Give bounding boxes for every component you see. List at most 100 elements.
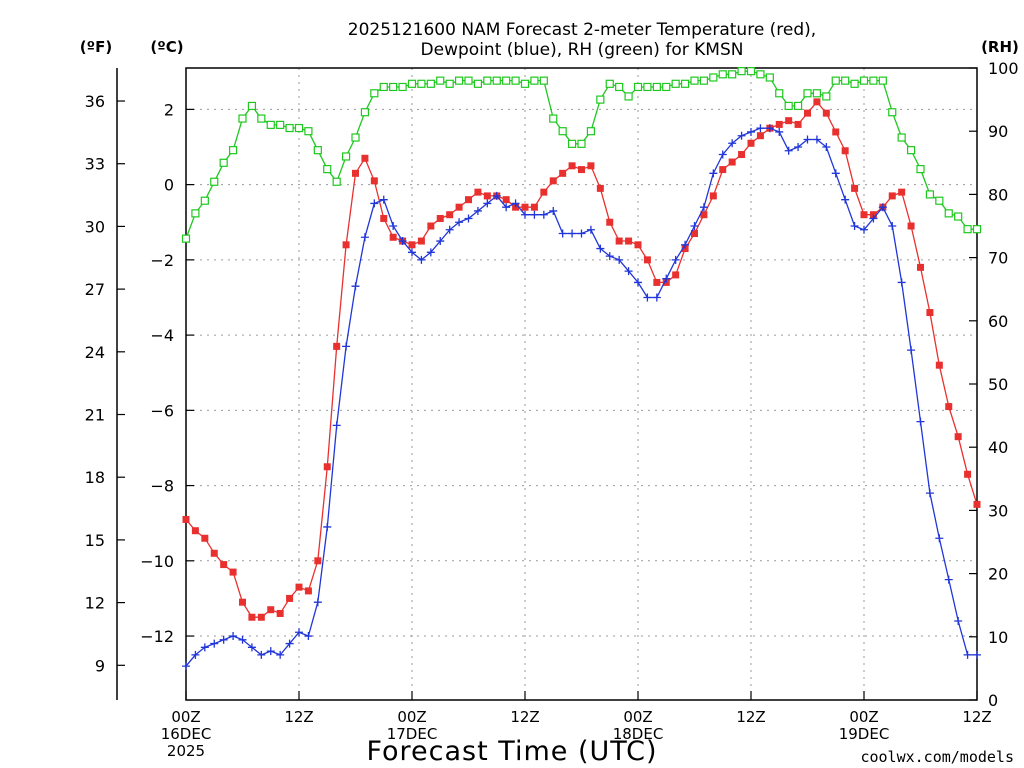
- dewpoint-point: [747, 127, 755, 136]
- temperature-point: [229, 568, 237, 576]
- rh-point: [379, 82, 388, 92]
- temperature-point: [964, 470, 972, 478]
- dewpoint-point: [502, 203, 511, 212]
- rh-point: [294, 123, 304, 133]
- rh-point: [709, 73, 718, 82]
- temperature-point: [276, 609, 284, 617]
- rh-point: [530, 76, 539, 85]
- fahrenheit-tick-label: 24: [85, 343, 105, 362]
- time-tick-label: 00Z: [397, 708, 426, 726]
- dewpoint-point: [916, 417, 925, 426]
- temperature-point: [267, 606, 275, 614]
- temperature-point: [361, 154, 369, 162]
- temperature-point: [427, 222, 435, 230]
- dewpoint-point: [624, 267, 633, 276]
- temperature-point: [380, 214, 388, 222]
- dewpoint-point: [408, 248, 416, 257]
- dewpoint-point: [464, 214, 473, 223]
- rh-point: [756, 70, 765, 79]
- dewpoint-point: [200, 643, 209, 652]
- rh-point: [737, 67, 746, 76]
- dewpoint-point: [417, 255, 426, 264]
- rh-point: [483, 76, 492, 85]
- rh-point: [313, 146, 322, 155]
- temperature-point: [191, 527, 199, 535]
- dewpoint-point: [944, 575, 953, 584]
- temperature-point: [907, 222, 915, 230]
- dewpoint-point: [577, 229, 586, 238]
- rh-point: [972, 225, 982, 234]
- rh-point: [784, 101, 793, 111]
- dewpoint-point: [558, 229, 567, 238]
- rh-line: [185, 70, 977, 239]
- temperature-point: [606, 218, 614, 226]
- rh-point: [200, 196, 209, 205]
- dewpoint-point: [728, 139, 737, 148]
- rh-point: [567, 139, 577, 148]
- temperature-point: [248, 613, 256, 621]
- dewpoint-point: [963, 650, 972, 659]
- temperature-point: [182, 515, 190, 523]
- temperature-point: [201, 534, 209, 542]
- rh-point: [228, 146, 238, 155]
- rh-point: [643, 82, 652, 92]
- temperature-point: [474, 188, 482, 196]
- rh-point: [859, 76, 869, 85]
- rh-point: [690, 76, 699, 85]
- rh-point: [615, 82, 624, 92]
- dewpoint-point: [596, 244, 605, 253]
- dewpoint-point: [511, 199, 520, 208]
- temperature-point: [794, 120, 802, 128]
- temperature-point: [530, 203, 538, 211]
- time-tick-label: 00Z: [171, 708, 200, 726]
- temperature-point: [898, 188, 906, 196]
- rh-point: [746, 67, 756, 76]
- temperature-point: [220, 561, 228, 569]
- temperature-point: [888, 192, 896, 200]
- dewpoint-point: [709, 169, 718, 178]
- dewpoint-point: [794, 143, 803, 151]
- rh-point: [549, 114, 558, 123]
- rh-point: [605, 79, 614, 88]
- temperature-point: [954, 433, 962, 441]
- fahrenheit-tick-label: 36: [85, 92, 105, 111]
- temperature-point: [210, 549, 218, 557]
- temperature-point: [634, 241, 642, 249]
- dewpoint-point: [907, 346, 916, 355]
- dewpoint-point: [549, 206, 558, 215]
- rh-point: [351, 133, 360, 142]
- dewpoint-point: [568, 229, 577, 238]
- dewpoint-point: [530, 210, 539, 219]
- temperature-point: [813, 98, 821, 106]
- dewpoint-point: [266, 647, 275, 656]
- temperature-point: [719, 166, 727, 174]
- rh-tick-label: 60: [988, 312, 1008, 331]
- rh-point: [417, 79, 426, 88]
- celsius-tick-label: −8: [150, 477, 174, 496]
- dewpoint-point: [398, 237, 407, 246]
- temperature-point: [304, 587, 312, 595]
- celsius-tick-label: −2: [150, 251, 174, 270]
- temperature-point: [625, 237, 633, 245]
- dewpoint-point: [219, 635, 228, 644]
- temperature-point: [945, 403, 953, 411]
- rh-point: [793, 101, 803, 111]
- chart-title: 2025121600 NAM Forecast 2-meter Temperat…: [348, 20, 816, 60]
- temperature-point: [691, 230, 698, 238]
- rh-point: [464, 76, 473, 85]
- temperature-point: [596, 184, 604, 192]
- dewpoint-point: [681, 240, 690, 249]
- time-tick-label: 17DEC: [387, 725, 438, 743]
- dewpoint-point: [935, 534, 944, 543]
- temperature-point: [804, 109, 811, 117]
- rh-tick-label: 90: [988, 122, 1008, 141]
- fahrenheit-unit-label: (ºF): [80, 38, 112, 56]
- temperature-point: [408, 241, 416, 249]
- temperature-point: [709, 192, 717, 200]
- rh-tick-label: 0: [988, 691, 998, 710]
- rh-tick-label: 70: [988, 249, 1008, 268]
- rh-point: [276, 120, 285, 129]
- rh-tick-label: 20: [988, 565, 1008, 584]
